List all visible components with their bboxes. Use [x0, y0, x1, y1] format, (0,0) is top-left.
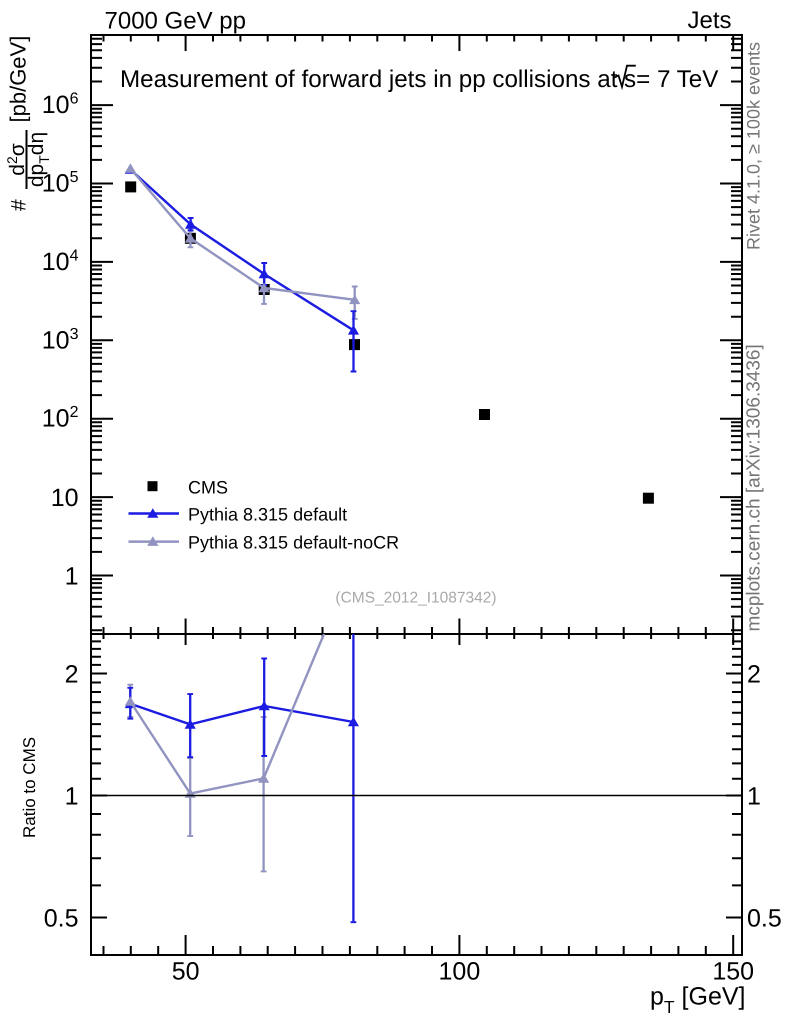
svg-text:150: 150 — [712, 957, 754, 985]
svg-text:2: 2 — [747, 661, 761, 689]
svg-text:1: 1 — [65, 563, 79, 591]
svg-text:100: 100 — [439, 957, 481, 985]
svg-text:Pythia 8.315 default-noCR: Pythia 8.315 default-noCR — [188, 533, 399, 553]
svg-text:(CMS_2012_I1087342): (CMS_2012_I1087342) — [335, 590, 496, 607]
svg-text:#: # — [8, 199, 31, 211]
svg-text:Rivet 4.1.0, ≥ 100k events: Rivet 4.1.0, ≥ 100k events — [744, 42, 764, 250]
svg-text:103: 103 — [42, 326, 79, 355]
svg-text:Measurement of forward jets in: Measurement of forward jets in pp collis… — [120, 66, 618, 93]
svg-text:s= 7 TeV: s= 7 TeV — [624, 66, 719, 93]
svg-text:1: 1 — [747, 783, 761, 811]
svg-text:0.5: 0.5 — [747, 905, 782, 933]
svg-text:50: 50 — [172, 957, 200, 985]
svg-text:2: 2 — [65, 661, 79, 689]
svg-text:mcplots.cern.ch [arXiv:1306.34: mcplots.cern.ch [arXiv:1306.3436] — [744, 344, 765, 631]
svg-text:CMS: CMS — [188, 477, 228, 497]
svg-text:7000 GeV pp: 7000 GeV pp — [105, 8, 246, 35]
svg-text:d2σ: d2σ — [4, 143, 29, 175]
svg-text:0.5: 0.5 — [44, 905, 79, 933]
svg-text:Ratio to CMS: Ratio to CMS — [20, 737, 39, 838]
svg-text:[pb/GeV]: [pb/GeV] — [6, 36, 31, 123]
svg-text:10: 10 — [51, 484, 79, 512]
svg-text:1: 1 — [65, 783, 79, 811]
svg-text:Jets: Jets — [687, 7, 731, 34]
svg-text:Pythia 8.315 default: Pythia 8.315 default — [188, 505, 347, 525]
